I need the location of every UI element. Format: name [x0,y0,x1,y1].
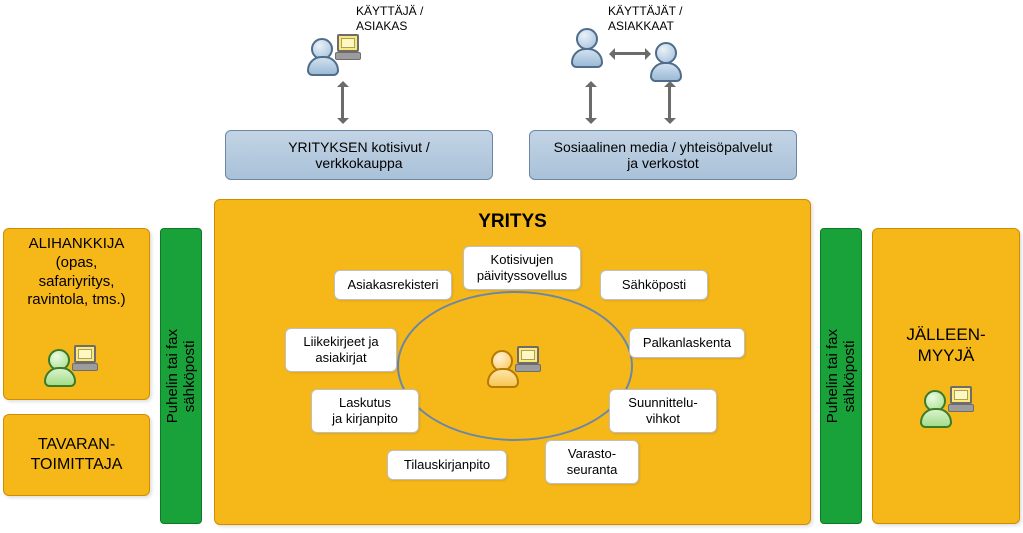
arrow-users-to-some-left [589,85,592,120]
box-green-left: Puhelin tai fax sähköposti [160,228,202,524]
label-green-left: Puhelin tai fax sähköposti [164,329,198,423]
label-alihankkija: ALIHANKKIJA (opas, safariyritys, ravinto… [4,229,149,310]
arrow-user-to-kotisivut [341,85,344,120]
arrow-users-to-some-right [668,85,671,120]
box-kotisivut: YRITYKSEN kotisivut / verkkokauppa [225,130,493,180]
yritys-user-icon [487,340,539,388]
jalleenmyyja-icon [920,380,972,428]
chip-kotisivut: Kotisivujen päivityssovellus [463,246,581,290]
user-computer-icon [307,28,359,76]
chip-palkanlaskenta: Palkanlaskenta [629,328,745,358]
label-user-multi: KÄYTTÄJÄT / ASIAKKAAT [608,4,682,34]
chip-asiakasrekisteri: Asiakasrekisteri [334,270,452,300]
chip-sahkoposti: Sähköposti [600,270,708,300]
box-tavarantoimittaja: TAVARAN- TOIMITTAJA [3,414,150,496]
box-alihankkija: ALIHANKKIJA (opas, safariyritys, ravinto… [3,228,150,400]
alihankkija-icon [44,339,96,387]
chip-suunnittelu: Suunnittelu- vihkot [609,389,717,433]
box-green-right: Puhelin tai fax sähköposti [820,228,862,524]
box-yritys: YRITYS Asiakasrekisteri Kotisivujen päiv… [214,199,811,525]
label-jalleenmyyja: JÄLLEEN- MYYJÄ [906,324,985,367]
chip-varasto: Varasto- seuranta [545,440,639,484]
label-green-right: Puhelin tai fax sähköposti [824,329,858,423]
chip-liikekirjeet: Liikekirjeet ja asiakirjat [285,328,397,372]
chip-tilaus: Tilauskirjanpito [387,450,507,480]
box-jalleenmyyja: JÄLLEEN- MYYJÄ [872,228,1020,524]
chip-laskutus: Laskutus ja kirjanpito [311,389,419,433]
title-yritys: YRITYS [215,200,810,234]
arrow-between-users [613,52,647,55]
box-some: Sosiaalinen media / yhteisöpalvelut ja v… [529,130,797,180]
label-user-single: KÄYTTÄJÄ / ASIAKAS [356,4,423,34]
label-tavarantoimittaja: TAVARAN- TOIMITTAJA [31,435,123,475]
